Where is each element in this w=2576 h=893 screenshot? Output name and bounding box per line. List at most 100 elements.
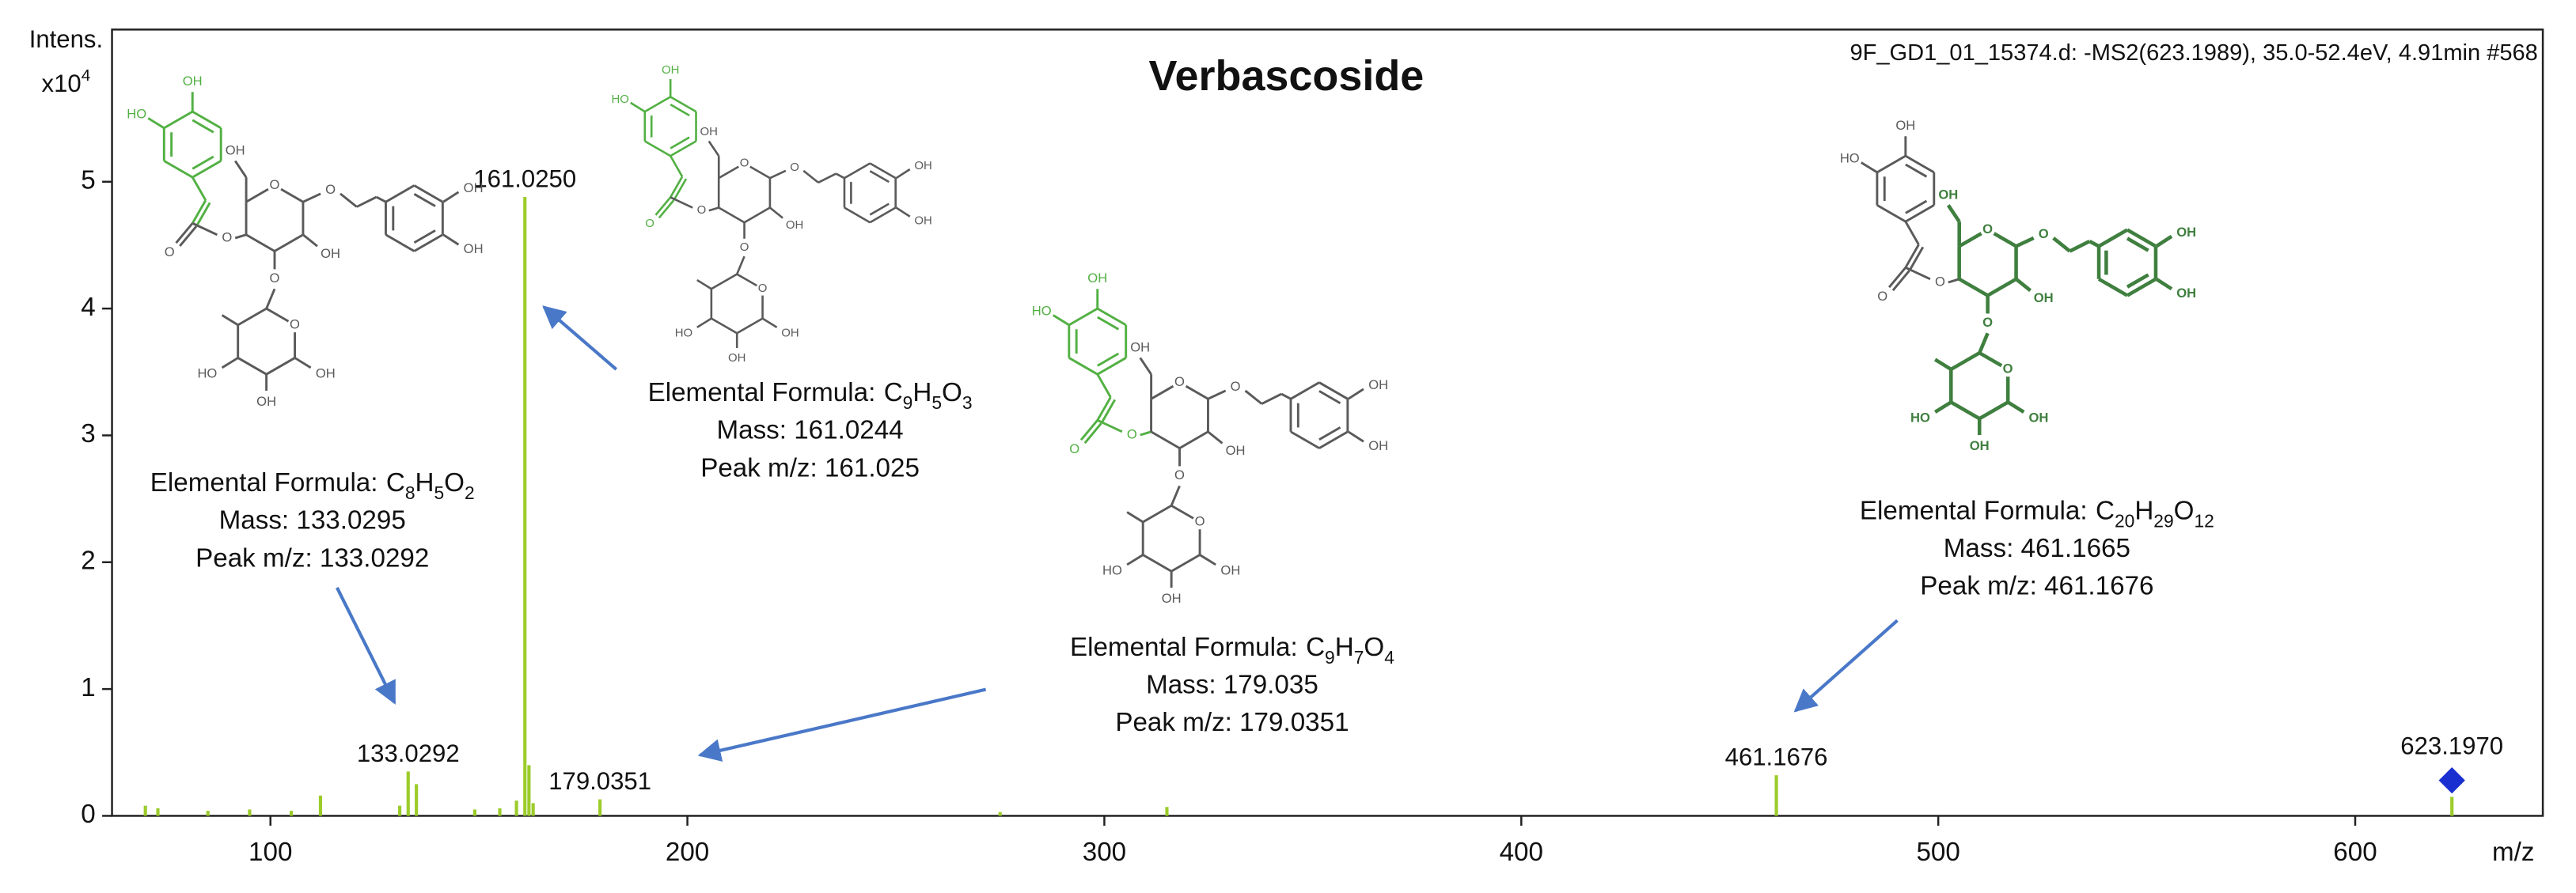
arrows [336,305,1899,762]
bond [708,206,719,212]
bond [844,162,871,180]
bond [1170,485,1181,506]
element: O [1364,633,1384,662]
atom-label: OH [464,241,484,256]
bond [1261,392,1282,405]
bond [191,176,207,201]
bond [718,206,745,224]
bond [237,357,267,376]
peak-mz: Peak m/z: 179.0351 [1115,708,1349,737]
y-tick-label: 2 [81,547,95,576]
bond [1126,511,1144,524]
bond [192,221,218,236]
bond [1096,396,1112,422]
atom-label: O [270,177,280,192]
bond [2088,240,2100,248]
bond [2069,240,2091,253]
atom-label: HO [611,93,628,106]
y-unit-exp: 4 [82,66,91,85]
bond [2155,234,2173,248]
bond [1905,266,1931,281]
element-count: 29 [2153,511,2173,532]
formula-label: Elemental Formula: [1860,496,2088,525]
bond [630,101,646,113]
bond [1207,389,1227,400]
bond [1933,358,1952,371]
y-tick-label: 0 [81,800,95,829]
element-count: 7 [1354,647,1364,668]
bond [736,255,745,275]
atom-label: OH [1368,377,1388,392]
plot-frame [111,28,2544,817]
element: C [884,378,903,407]
y-tick-label: 4 [81,293,95,322]
bond [413,229,436,244]
y-tick-label: 3 [81,419,95,448]
bond [1876,204,1906,223]
bond [736,317,764,335]
bond [1978,332,1990,354]
atom-label: O [790,161,799,174]
bond [2015,236,2035,248]
chart-title: Verbascoside [1149,52,1425,100]
bond [1946,204,1961,223]
atom-label: O [758,282,768,295]
bond [1933,400,1952,414]
atom-label: O [645,217,654,230]
formula: Elemental Formula: C20H29O12 [1860,496,2214,531]
formula-label: Elemental Formula: [1070,633,1298,662]
element: C [1306,633,1325,662]
bond [192,110,222,130]
x-tick-label: 600 [2333,838,2377,867]
bond [670,136,690,149]
peak-label: 461.1676 [1725,744,1828,771]
atom-label: OH [781,326,799,339]
bond [163,160,193,179]
atom-label: HO [675,326,692,339]
element: H [415,468,434,498]
bond [1170,554,1201,573]
atom-bg [287,317,302,333]
bond [1876,154,1906,174]
atom-label: OH [1895,118,1915,133]
atom-label: O [1069,441,1079,456]
formula-label: Elemental Formula: [648,378,876,407]
bond [711,273,738,290]
bond [2006,400,2025,414]
element: O [2174,496,2195,525]
bond [1887,267,1906,289]
element-count: 9 [1325,647,1335,668]
precursor-marker [2438,767,2465,794]
bond [2126,277,2157,297]
bond [1150,430,1181,449]
bond [1904,244,1920,269]
peak-label: 133.0292 [357,740,460,767]
atom-label: OH [786,218,803,232]
bond [1097,307,1127,327]
bond [1100,399,1117,424]
element-count: 4 [1384,647,1394,668]
bond [1861,161,1878,174]
peak-mz: Peak m/z: 461.1676 [1920,572,2153,601]
bond [192,160,222,179]
bond [1318,381,1349,400]
bond [1140,430,1152,437]
atom-label: O [1174,467,1185,482]
bond [1207,430,1224,445]
atom-label: O [165,244,175,259]
atom-label: OH [728,351,745,365]
bond [1097,418,1123,433]
bond [2097,277,2129,297]
x-tick-label: 500 [1916,838,1960,867]
bond [670,96,697,113]
peak-mz: Peak m/z: 161.025 [700,453,920,482]
bond [769,206,783,219]
bond [869,162,897,180]
atom-label: OH [1970,438,1990,453]
atom-label: O [1127,426,1137,441]
atom-label: OH [226,142,245,157]
atom-label: OH [1226,443,1246,458]
bond [1079,419,1098,441]
bond [895,206,911,218]
bond [835,172,845,180]
